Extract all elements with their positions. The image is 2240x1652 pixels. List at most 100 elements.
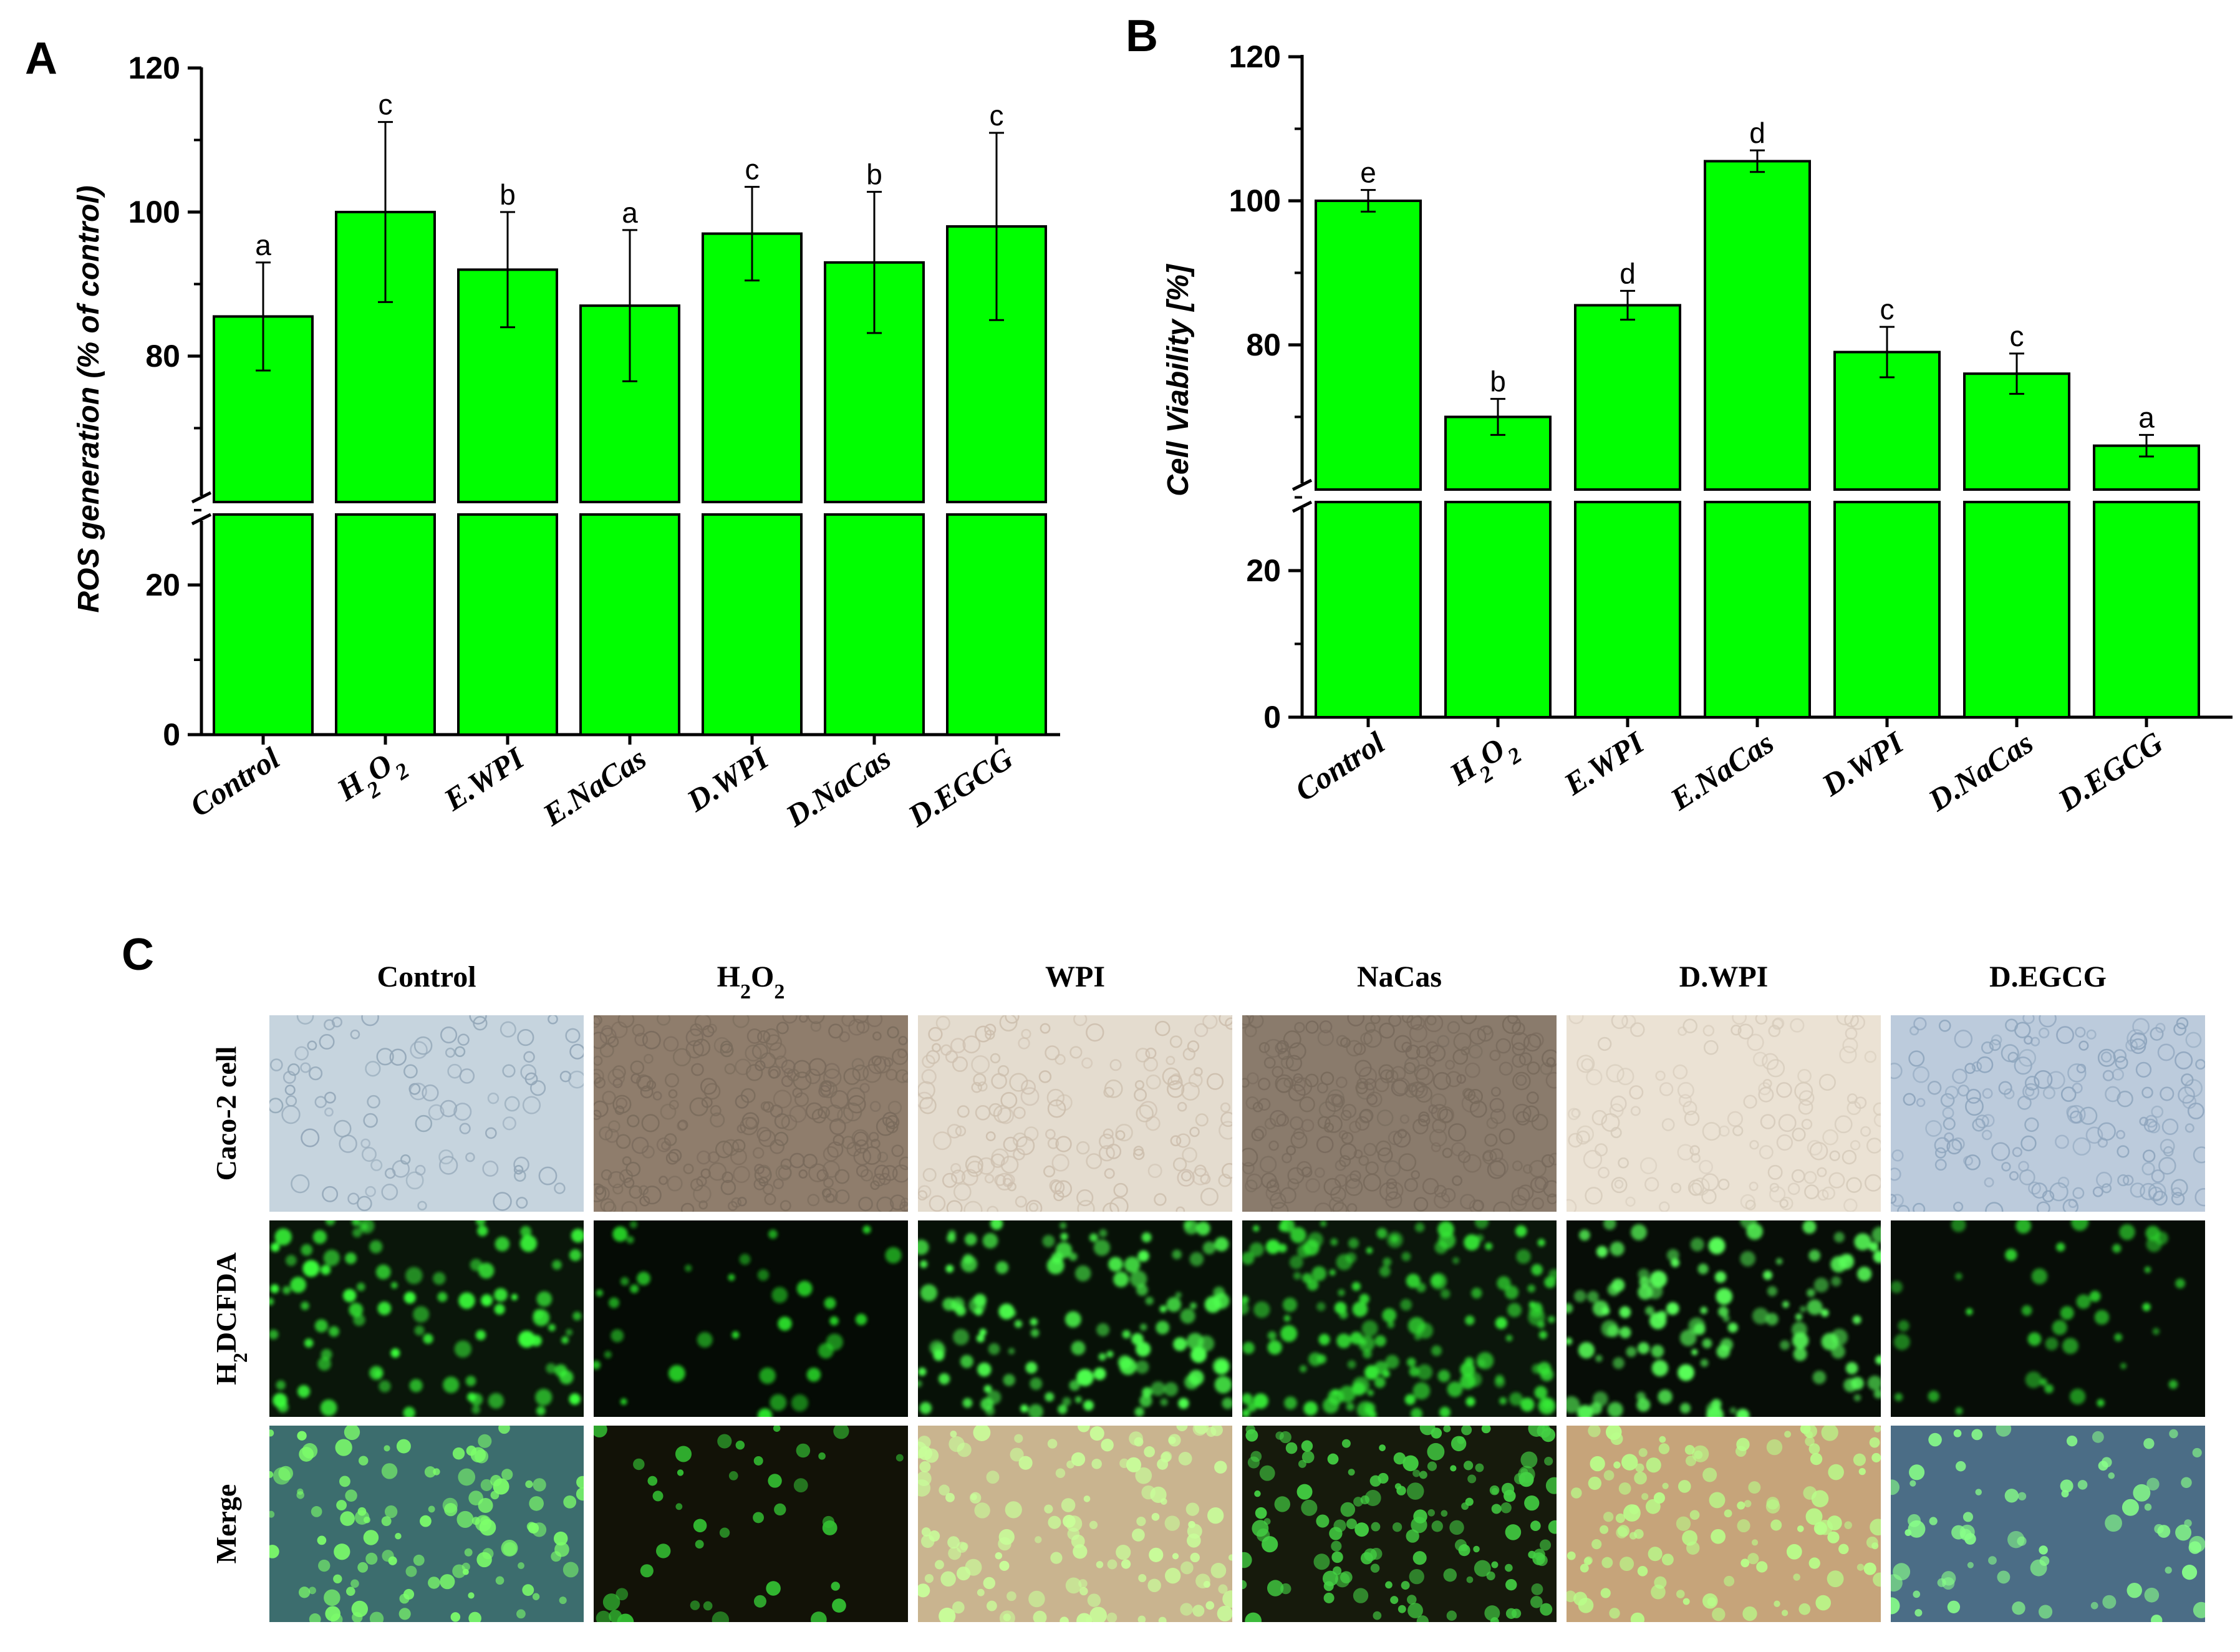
chart-a-ros-generation: ROS generation (% of control) 0 20 80 100 12…	[72, 51, 1078, 834]
cell-cluster	[594, 1426, 904, 1622]
micrograph-background	[1891, 1220, 2205, 1417]
y-tick-label: 100	[128, 195, 180, 229]
bar-lower-e-nacas	[579, 513, 680, 736]
x-tick-label: D.NaCas	[1921, 725, 2039, 818]
x-tick-label: D.WPI	[1815, 724, 1911, 803]
cell-cluster	[918, 1220, 1232, 1417]
chart-a-y-axis-title: ROS generation (% of control)	[72, 185, 105, 612]
significance-letter: a	[622, 196, 638, 229]
micrograph-tile	[594, 1220, 908, 1417]
micrograph-column-header: Control	[377, 960, 476, 993]
micrograph-tile	[1567, 1426, 1881, 1622]
micrograph-tile	[918, 1220, 1232, 1417]
micrograph-row-label: Caco-2 cell	[210, 1046, 242, 1181]
y-tick-label: 120	[128, 51, 180, 85]
chart-b-axis-break-mark-1	[1291, 478, 1313, 491]
x-tick-label: E.WPI	[1557, 724, 1651, 802]
micrograph-tile	[1242, 1426, 1557, 1622]
x-tick-label: D.EGCG	[2051, 725, 2169, 818]
micrograph-background	[918, 1015, 1232, 1212]
y-tick-label: 80	[145, 339, 180, 374]
y-tick-label: 0	[163, 717, 180, 752]
micrograph-tile	[1242, 1220, 1557, 1417]
micrograph-tile	[1242, 1015, 1557, 1212]
significance-letter: c	[990, 99, 1004, 132]
cell-cluster	[594, 1015, 908, 1212]
bar-lower-d-wpi	[702, 513, 803, 736]
x-tick-label: Control	[184, 740, 286, 823]
panel-letter-b: B	[1126, 11, 1158, 61]
significance-letter: c	[745, 153, 760, 186]
x-tick-label: D.EGCG	[901, 740, 1019, 834]
micrograph-column-header: H2O2	[717, 960, 785, 1003]
cell-cluster	[1891, 1426, 2205, 1622]
chart-b-y-axis-title: Cell Viability [%]	[1162, 263, 1195, 496]
x-tick-label: D.WPI	[680, 740, 776, 818]
y-tick-label: 0	[1263, 700, 1281, 735]
cell-cluster	[1242, 1015, 1557, 1212]
cell-cluster	[1567, 1015, 1881, 1212]
significance-letter: d	[1620, 257, 1636, 289]
micrograph-column-header: NaCas	[1357, 960, 1442, 993]
micrograph-column-header: WPI	[1045, 960, 1105, 993]
micrograph-row-label: H2DCFDA	[210, 1252, 251, 1385]
bar-lower-d-wpi	[1833, 501, 1941, 718]
micrograph-tile	[594, 1426, 908, 1622]
bar-lower-d-egcg	[946, 513, 1047, 736]
micrograph-column-header: D.WPI	[1679, 960, 1769, 993]
significance-letter: e	[1360, 157, 1376, 189]
cell-cluster	[1891, 1220, 2186, 1415]
chart-b-axis-break-mark-2	[1291, 500, 1313, 513]
cell-cluster	[1242, 1220, 1557, 1417]
cell-cluster	[269, 1015, 584, 1212]
significance-letter: c	[379, 89, 393, 121]
y-tick-label: 100	[1229, 183, 1281, 218]
bar-lower-h2o2	[335, 513, 436, 736]
chart-a-axis-break-mark-2	[191, 513, 212, 526]
bar-lower-control	[1315, 501, 1422, 718]
significance-letter: c	[2010, 320, 2024, 352]
y-tick-label: 20	[1246, 553, 1281, 588]
significance-letter: b	[866, 158, 882, 191]
bar-control	[1315, 200, 1422, 491]
micrograph-tile	[269, 1220, 584, 1417]
bar-lower-control	[213, 513, 314, 736]
micrograph-background	[594, 1426, 908, 1622]
cell-cluster	[269, 1426, 584, 1622]
bar-lower-e-wpi	[1574, 501, 1681, 718]
significance-letter: b	[500, 178, 516, 211]
bar-e-wpi	[1574, 304, 1681, 491]
bar-lower-h2o2	[1444, 501, 1552, 718]
micrograph-tile	[918, 1015, 1232, 1212]
x-tick-label: E.NaCas	[536, 740, 652, 833]
micrograph-tile	[918, 1426, 1232, 1622]
bar-lower-d-nacas	[824, 513, 925, 736]
x-tick-label: D.NaCas	[779, 740, 897, 834]
bar-lower-d-nacas	[1963, 501, 2070, 718]
micrograph-row-label: Merge	[210, 1484, 242, 1564]
y-tick-label: 20	[145, 568, 180, 602]
significance-letter: d	[1749, 117, 1765, 149]
micrograph-tile	[1891, 1015, 2205, 1212]
cell-cluster	[269, 1220, 584, 1417]
cell-cluster	[1567, 1220, 1881, 1417]
cell-cluster	[1567, 1426, 1881, 1622]
panel-c-micrographs: Control H2O2 WPI NaCas D.WPI D.EGCG Caco-2 cel…	[210, 960, 2205, 1622]
bar-lower-e-wpi	[457, 513, 558, 736]
y-tick-label: 80	[1246, 327, 1281, 362]
significance-letter: a	[2138, 401, 2155, 433]
x-tick-label: H2O2	[1443, 725, 1527, 801]
micrograph-tile	[1891, 1220, 2205, 1417]
cell-cluster	[594, 1220, 902, 1417]
micrograph-tile	[1891, 1426, 2205, 1622]
axis-break-gap	[1304, 491, 2231, 500]
micrograph-background	[1567, 1015, 1881, 1212]
panel-letter-c: C	[122, 930, 154, 980]
significance-letter: b	[1490, 365, 1506, 398]
panel-letter-a: A	[25, 34, 57, 84]
x-tick-label: E.NaCas	[1664, 725, 1780, 817]
x-tick-label: Control	[1289, 725, 1391, 808]
bar-lower-e-nacas	[1704, 501, 1811, 718]
micrograph-tile	[1567, 1015, 1881, 1212]
